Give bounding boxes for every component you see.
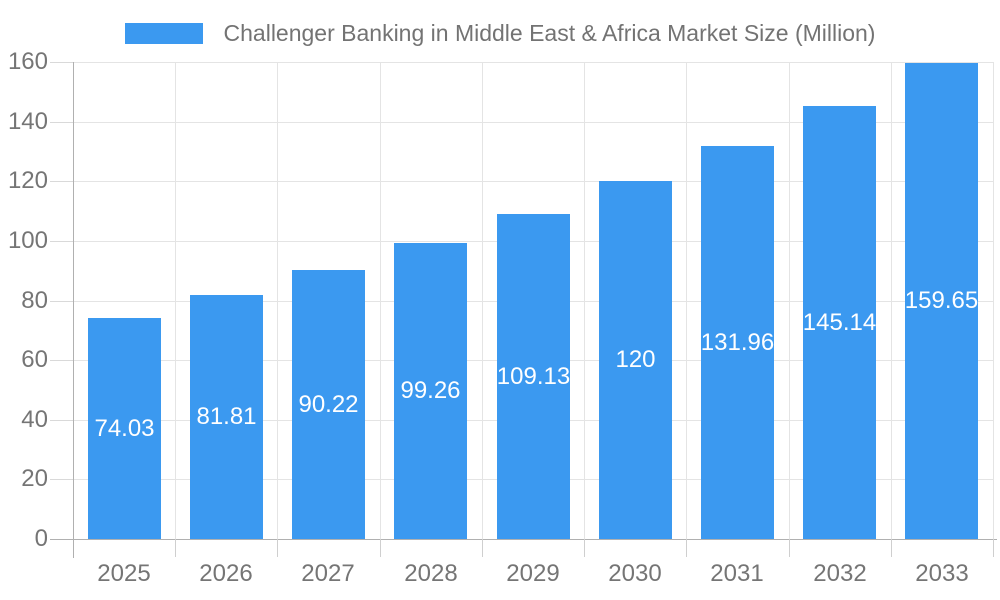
x-tick-mark xyxy=(891,539,892,557)
bar-2033[interactable]: 159.65 xyxy=(905,63,978,539)
x-tick-mark xyxy=(789,539,790,557)
y-tick-label: 80 xyxy=(21,287,48,314)
bar-value-label: 120 xyxy=(615,346,656,373)
y-tick-label: 100 xyxy=(7,227,48,254)
y-tick-mark xyxy=(50,301,73,302)
x-tick-mark xyxy=(482,539,483,557)
y-tick-mark xyxy=(50,479,73,480)
bar-value-label: 90.22 xyxy=(298,391,359,418)
bar-2026[interactable]: 81.81 xyxy=(190,295,263,539)
gridline-vertical xyxy=(993,62,994,539)
x-tick-mark xyxy=(277,539,278,557)
y-axis-line xyxy=(73,62,74,558)
bar-value-label: 145.14 xyxy=(802,309,877,336)
y-tick-label: 160 xyxy=(7,48,48,75)
gridline-vertical xyxy=(686,62,687,539)
gridline-vertical xyxy=(175,62,176,539)
legend-swatch[interactable] xyxy=(124,22,203,44)
bar-value-label: 131.96 xyxy=(700,329,775,356)
x-tick-mark xyxy=(175,539,176,557)
x-tick-label-2026: 2026 xyxy=(199,560,253,587)
y-tick-label: 120 xyxy=(7,167,48,194)
x-tick-mark xyxy=(993,539,994,557)
gridline-vertical xyxy=(584,62,585,539)
bar-2032[interactable]: 145.14 xyxy=(803,106,876,539)
x-tick-label-2033: 2033 xyxy=(915,560,969,587)
bar-value-label: 74.03 xyxy=(94,415,155,442)
gridline-vertical xyxy=(789,62,790,539)
bar-value-label: 159.65 xyxy=(904,287,979,314)
bar-2031[interactable]: 131.96 xyxy=(701,146,774,539)
y-tick-label: 0 xyxy=(34,525,48,552)
y-tick-label: 140 xyxy=(7,108,48,135)
y-tick-label: 60 xyxy=(21,346,48,373)
y-tick-mark xyxy=(50,360,73,361)
gridline-horizontal xyxy=(73,62,993,63)
y-tick-mark xyxy=(50,122,73,123)
gridline-vertical xyxy=(277,62,278,539)
x-tick-label-2027: 2027 xyxy=(301,560,355,587)
plot-area: 74.03 81.81 90.22 99.26 109.13 120 131.96 145.1… xyxy=(73,62,994,539)
x-tick-label-2029: 2029 xyxy=(506,560,560,587)
x-tick-mark xyxy=(380,539,381,557)
y-tick-label: 40 xyxy=(21,406,48,433)
bar-value-label: 81.81 xyxy=(196,403,257,430)
bar-value-label: 99.26 xyxy=(400,377,461,404)
gridline-vertical xyxy=(891,62,892,539)
legend: Challenger Banking in Middle East & Afri… xyxy=(0,20,1000,46)
y-tick-mark xyxy=(50,420,73,421)
x-tick-label-2031: 2031 xyxy=(710,560,764,587)
bar-2030[interactable]: 120 xyxy=(599,181,672,539)
gridline-horizontal xyxy=(73,181,993,182)
y-tick-mark xyxy=(50,241,73,242)
gridline-vertical xyxy=(482,62,483,539)
x-tick-mark xyxy=(584,539,585,557)
x-tick-mark xyxy=(686,539,687,557)
x-axis-line xyxy=(50,539,997,540)
bar-2025[interactable]: 74.03 xyxy=(88,318,161,539)
y-tick-label: 20 xyxy=(21,465,48,492)
bar-2029[interactable]: 109.13 xyxy=(497,214,570,539)
x-tick-label-2025: 2025 xyxy=(97,560,151,587)
x-tick-label-2028: 2028 xyxy=(404,560,458,587)
x-tick-label-2030: 2030 xyxy=(608,560,662,587)
x-tick-label-2032: 2032 xyxy=(813,560,867,587)
y-tick-mark xyxy=(50,181,73,182)
legend-label[interactable]: Challenger Banking in Middle East & Afri… xyxy=(223,20,876,46)
bar-value-label: 109.13 xyxy=(496,363,571,390)
gridline-horizontal xyxy=(73,122,993,123)
bar-2027[interactable]: 90.22 xyxy=(292,270,365,539)
bar-2028[interactable]: 99.26 xyxy=(394,243,467,539)
y-tick-mark xyxy=(50,62,73,63)
gridline-vertical xyxy=(380,62,381,539)
